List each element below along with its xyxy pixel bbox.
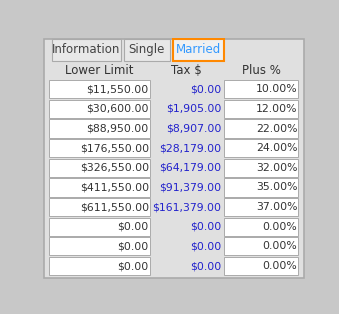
Text: $88,950.00: $88,950.00 [86, 124, 149, 133]
FancyBboxPatch shape [49, 257, 149, 275]
Text: Plus %: Plus % [242, 64, 281, 77]
FancyBboxPatch shape [173, 39, 224, 61]
FancyBboxPatch shape [224, 257, 298, 275]
FancyBboxPatch shape [44, 39, 304, 278]
FancyBboxPatch shape [52, 39, 121, 61]
FancyBboxPatch shape [49, 120, 149, 138]
FancyBboxPatch shape [49, 159, 149, 177]
Text: 0.00%: 0.00% [262, 261, 297, 271]
FancyBboxPatch shape [124, 39, 170, 61]
Text: $1,905.00: $1,905.00 [166, 104, 221, 114]
FancyBboxPatch shape [49, 237, 149, 256]
Text: $64,179.00: $64,179.00 [159, 163, 221, 173]
FancyBboxPatch shape [224, 178, 298, 197]
FancyBboxPatch shape [49, 178, 149, 197]
Text: $326,550.00: $326,550.00 [80, 163, 149, 173]
Text: $91,379.00: $91,379.00 [159, 182, 221, 192]
Text: 37.00%: 37.00% [256, 202, 297, 212]
Text: $176,550.00: $176,550.00 [80, 143, 149, 153]
FancyBboxPatch shape [49, 139, 149, 157]
Text: $30,600.00: $30,600.00 [86, 104, 149, 114]
Text: $0.00: $0.00 [118, 241, 149, 252]
Text: Married: Married [176, 43, 221, 56]
FancyBboxPatch shape [224, 139, 298, 157]
Text: $0.00: $0.00 [190, 261, 221, 271]
FancyBboxPatch shape [224, 80, 298, 98]
Text: Lower Limit: Lower Limit [65, 64, 134, 77]
Text: $8,907.00: $8,907.00 [166, 124, 221, 133]
Text: $11,550.00: $11,550.00 [86, 84, 149, 94]
Text: Information: Information [52, 43, 121, 56]
Text: 12.00%: 12.00% [256, 104, 297, 114]
FancyBboxPatch shape [224, 159, 298, 177]
Text: 10.00%: 10.00% [256, 84, 297, 94]
Text: $161,379.00: $161,379.00 [152, 202, 221, 212]
Text: Single: Single [128, 43, 165, 56]
FancyBboxPatch shape [224, 237, 298, 256]
Text: 22.00%: 22.00% [256, 124, 297, 133]
Text: 0.00%: 0.00% [262, 222, 297, 232]
Text: $0.00: $0.00 [190, 241, 221, 252]
Text: 32.00%: 32.00% [256, 163, 297, 173]
FancyBboxPatch shape [49, 100, 149, 118]
FancyBboxPatch shape [49, 80, 149, 98]
Text: $28,179.00: $28,179.00 [159, 143, 221, 153]
FancyBboxPatch shape [224, 198, 298, 216]
Text: 24.00%: 24.00% [256, 143, 297, 153]
Text: $411,550.00: $411,550.00 [80, 182, 149, 192]
Text: 0.00%: 0.00% [262, 241, 297, 252]
FancyBboxPatch shape [49, 218, 149, 236]
Text: $0.00: $0.00 [190, 84, 221, 94]
FancyBboxPatch shape [224, 218, 298, 236]
FancyBboxPatch shape [49, 198, 149, 216]
Text: 35.00%: 35.00% [256, 182, 297, 192]
Text: $0.00: $0.00 [118, 261, 149, 271]
Text: $0.00: $0.00 [118, 222, 149, 232]
FancyBboxPatch shape [224, 100, 298, 118]
Text: Tax $: Tax $ [172, 64, 202, 77]
Text: $0.00: $0.00 [190, 222, 221, 232]
Text: $611,550.00: $611,550.00 [80, 202, 149, 212]
FancyBboxPatch shape [224, 120, 298, 138]
